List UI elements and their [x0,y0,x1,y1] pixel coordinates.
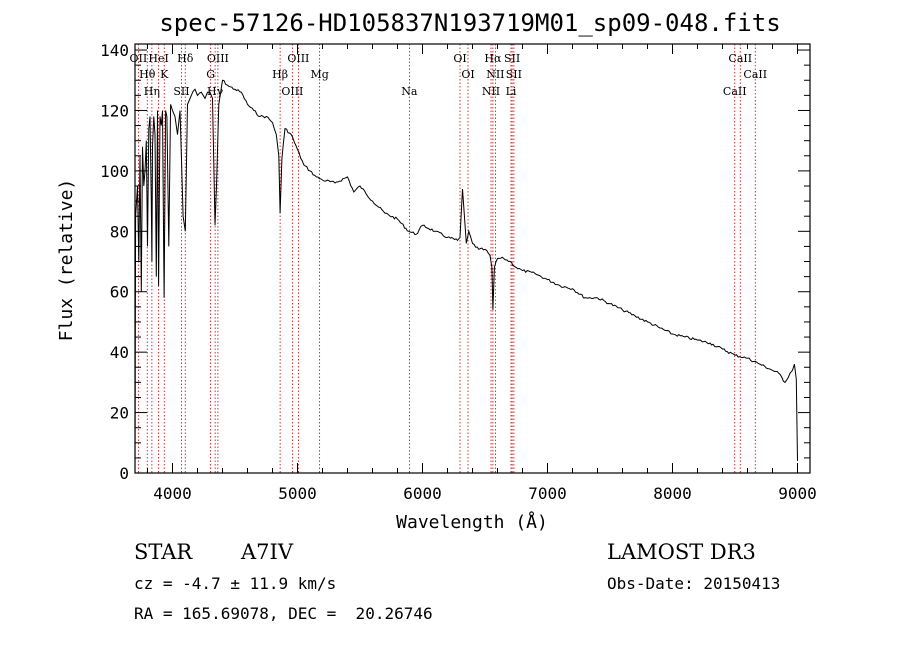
plot-frame [134,43,811,474]
y-tick-label: 80 [110,222,129,241]
line-label: K [160,68,169,81]
line-label: OI [461,68,474,81]
chart-title: spec-57126-HD105837N193719M01_sp09-048.f… [159,9,780,37]
line-label: Hδ [177,52,194,65]
y-tick-label: 0 [119,464,129,483]
line-label: SII [173,85,189,98]
line-label: NII [486,68,504,81]
line-label: OII [130,52,148,65]
x-tick-label: 9000 [778,484,817,503]
spectral-subclass: A7IV [240,540,294,564]
object-class: STAR [134,540,193,564]
x-axis-label: Wavelength (Å) [396,511,548,533]
line-label: Hα [484,52,502,65]
x-tick-label: 7000 [528,484,567,503]
y-axis: 0 20 40 60 80 100 120 140 [100,41,810,483]
line-label: SII [506,68,522,81]
coordinates: RA = 165.69078, DEC = 20.26746 [134,604,433,623]
line-label: CaII [728,52,752,65]
y-tick-label: 60 [110,283,129,302]
x-axis: 4000 5000 6000 7000 8000 9000 [147,44,817,503]
spectral-line-markers [137,44,756,473]
line-label: Hη [144,85,160,98]
y-tick-label: 100 [100,162,129,181]
survey-name: LAMOST DR3 [607,540,756,564]
line-label: NII [482,85,500,98]
line-label: Hβ [272,68,288,81]
y-tick-label: 120 [100,101,129,120]
x-tick-label: 8000 [653,484,692,503]
line-label: OIII [287,52,309,65]
line-label: SII [504,52,520,65]
y-axis-label: Flux (relative) [56,179,77,342]
spectral-line-labels: OIIHθHηHeIKSIIHδGHγOIIIHβOIIIOIIIMgNaOIO… [130,52,768,98]
line-label: OI [453,52,466,65]
y-tick-label: 140 [100,41,129,60]
line-label: Na [401,85,418,98]
obs-date: Obs-Date: 20150413 [607,574,780,593]
line-label: Hθ [139,68,156,81]
line-label: OIII [207,52,229,65]
y-tick-label: 40 [110,343,129,362]
line-label: CaII [743,68,767,81]
line-label: Li [506,85,517,98]
x-tick-label: 4000 [153,484,192,503]
line-label: G [206,68,215,81]
line-label: OIII [281,85,303,98]
line-label: CaII [723,85,747,98]
y-tick-label: 20 [110,404,129,423]
spectrum-line [134,79,798,474]
line-label: HeI [148,52,168,65]
x-tick-label: 6000 [403,484,442,503]
x-tick-label: 5000 [278,484,317,503]
redshift-info: cz = -4.7 ± 11.9 km/s [134,574,336,593]
line-label: Mg [310,68,328,81]
